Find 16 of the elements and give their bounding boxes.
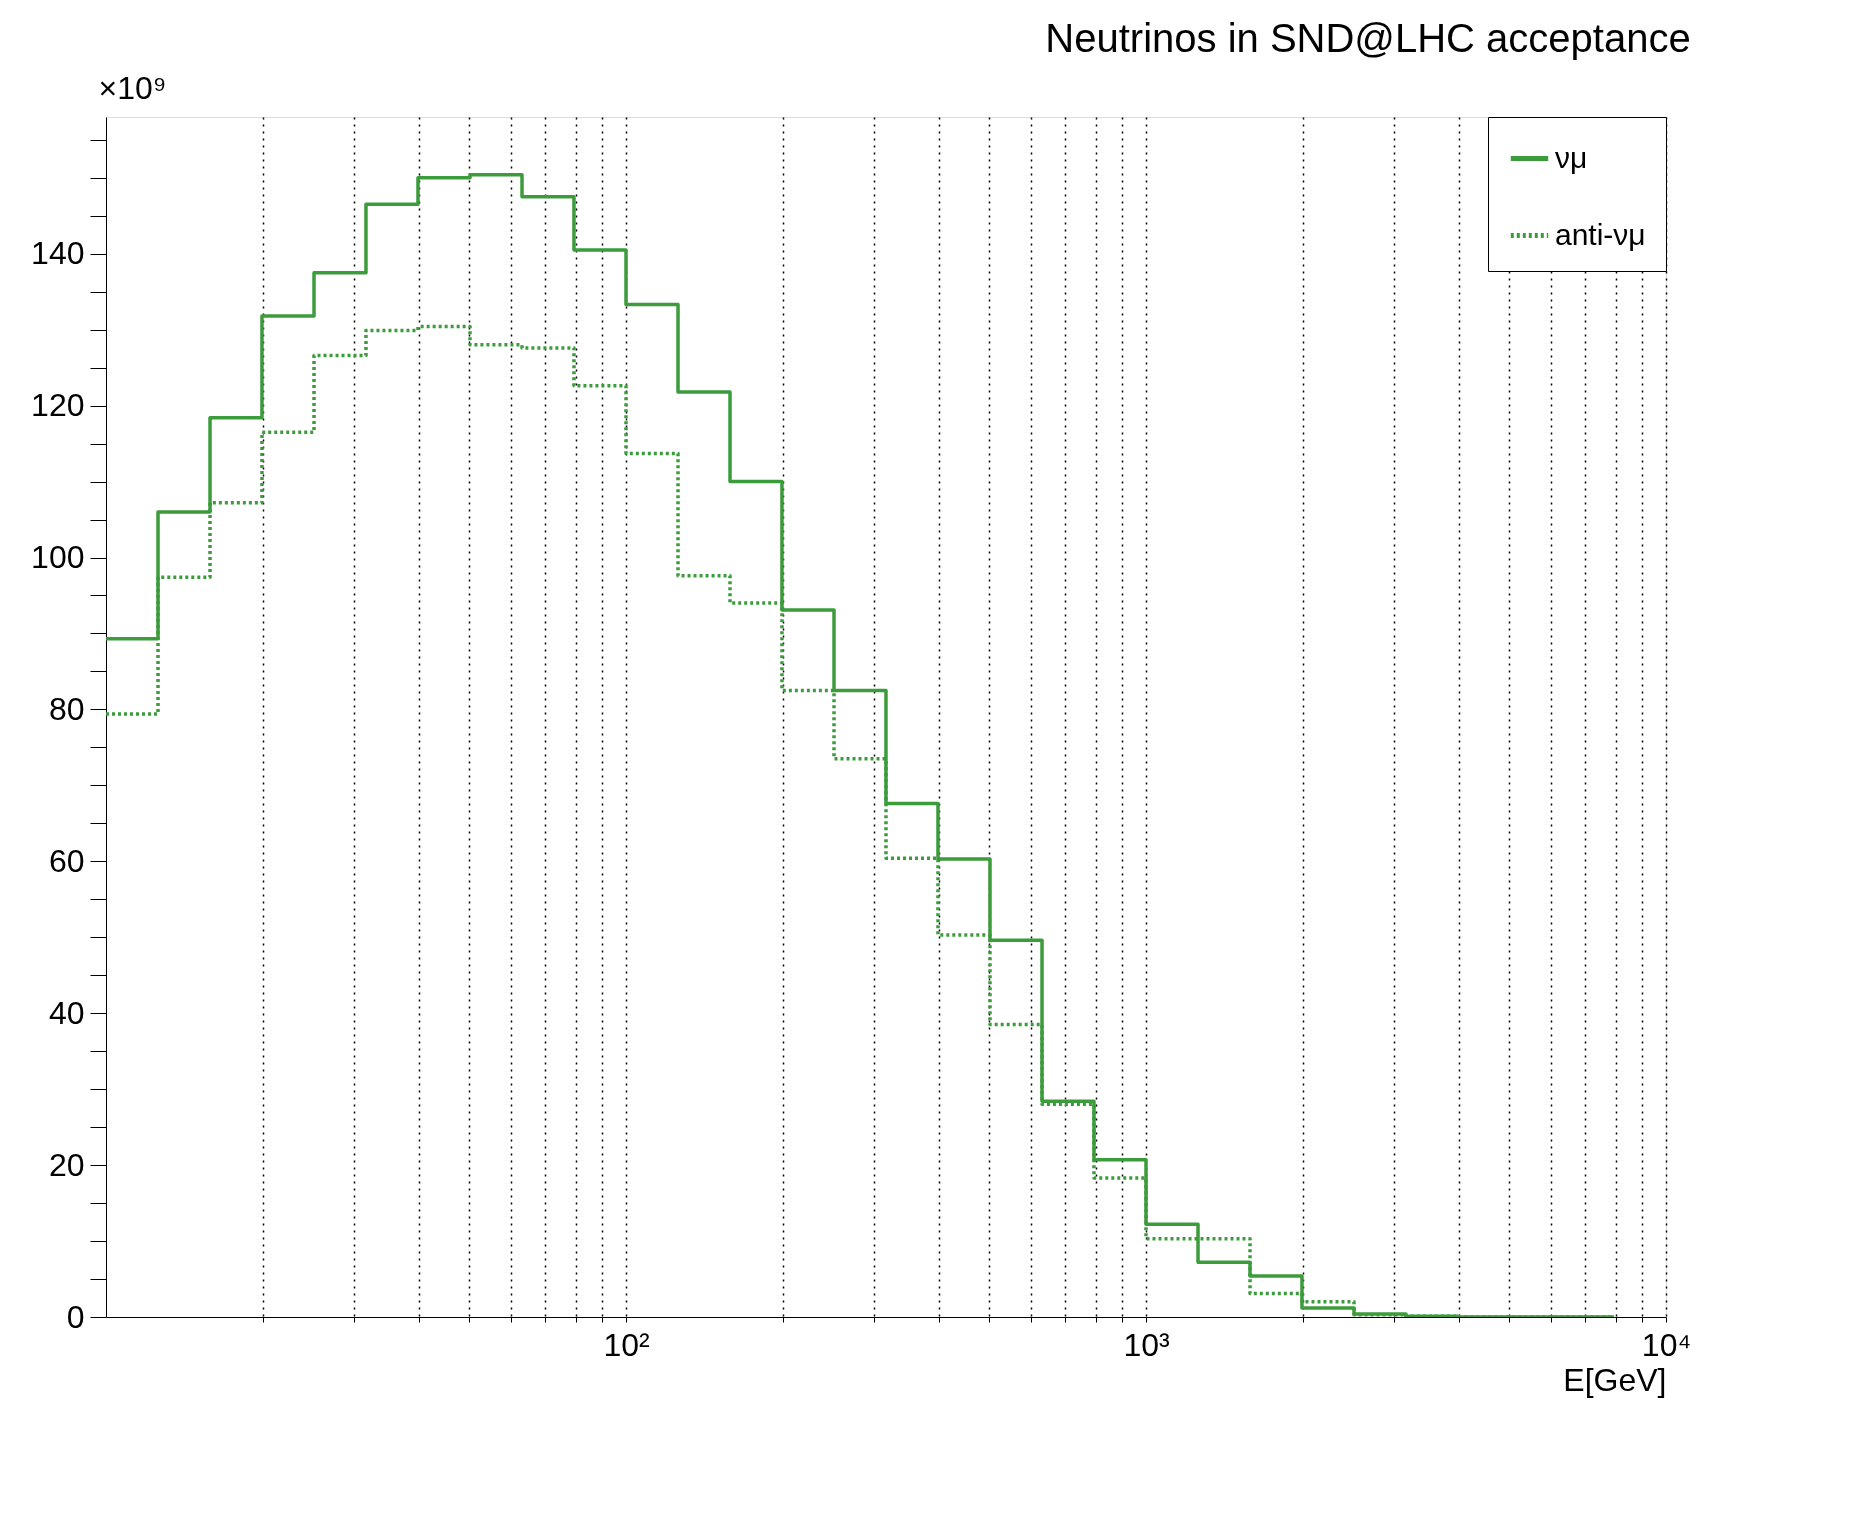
y-tick-label: 140 [31, 235, 85, 272]
y-tick-label: 40 [48, 994, 85, 1031]
chart-title: Neutrinos in SND@LHC acceptance [1045, 16, 1691, 60]
y-tick-label: 80 [48, 690, 85, 727]
y-axis-title: ×10⁹ [98, 69, 167, 106]
x-tick-label: 10² [603, 1326, 650, 1363]
x-axis-title: E[GeV] [1563, 1361, 1667, 1398]
y-tick-label: 60 [48, 842, 85, 879]
y-tick-label: 20 [48, 1146, 85, 1183]
x-tick-label: 10⁴ [1641, 1326, 1692, 1363]
y-tick-label: 100 [31, 539, 85, 576]
y-tick-label: 120 [31, 387, 85, 424]
y-tick-label: 0 [66, 1298, 85, 1335]
x-tick-label: 10³ [1123, 1326, 1170, 1363]
legend-label: anti-νμ [1555, 217, 1646, 251]
legend-label: νμ [1555, 140, 1588, 174]
